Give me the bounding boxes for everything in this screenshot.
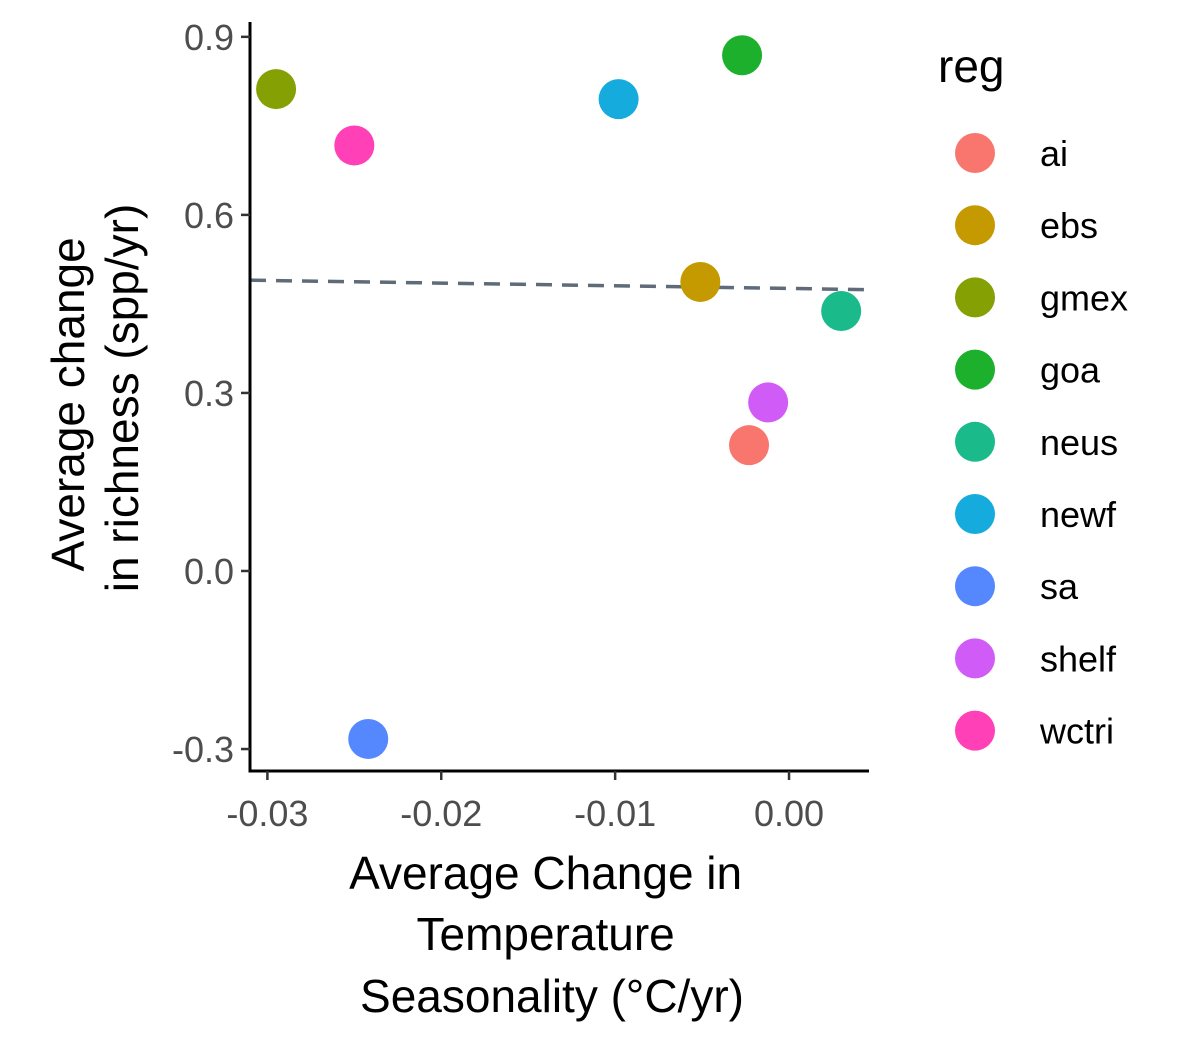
legend-key-gmex xyxy=(955,277,995,318)
y-axis-title-line-1: Average change xyxy=(42,237,94,571)
legend-label-gmex: gmex xyxy=(1040,277,1128,318)
legend-label-sa: sa xyxy=(1040,566,1079,607)
legend-title: reg xyxy=(938,40,1004,92)
x-tick-label: -0.03 xyxy=(226,793,308,834)
legend-label-goa: goa xyxy=(1040,350,1101,391)
legend-label-wctri: wctri xyxy=(1039,711,1114,752)
x-axis-title-line-3: Seasonality (°C/yr) xyxy=(360,970,744,1022)
y-axis-title-line-2: in richness (spp/yr) xyxy=(96,204,148,593)
y-tick-label: 0.6 xyxy=(184,195,234,236)
data-point-gmex xyxy=(256,69,297,110)
x-tick-label: -0.02 xyxy=(400,793,482,834)
legend-key-wctri xyxy=(955,710,995,751)
x-axis-ticks: -0.03 -0.02 -0.01 0.00 xyxy=(226,771,824,834)
x-tick-label: -0.01 xyxy=(574,793,656,834)
data-point-newf xyxy=(598,79,639,120)
data-point-wctri xyxy=(334,125,375,166)
x-tick-label: 0.00 xyxy=(754,793,824,834)
legend-key-sa xyxy=(955,566,995,607)
legend-key-newf xyxy=(955,494,995,534)
x-axis-title: Average Change in Temperature Seasonalit… xyxy=(349,847,755,1022)
trend-line xyxy=(249,278,870,292)
y-tick-label: 0.3 xyxy=(184,373,234,414)
data-point-ai xyxy=(729,425,770,466)
legend-items: ai ebs gmex goa neus newf sa shelf wctri xyxy=(955,133,1128,752)
data-point-goa xyxy=(722,35,763,76)
y-tick-label: 0.0 xyxy=(184,551,234,592)
legend-label-ai: ai xyxy=(1040,133,1068,174)
legend-key-shelf xyxy=(955,638,995,679)
y-axis-ticks: 0.9 0.6 0.3 0.0 -0.3 xyxy=(172,17,250,770)
data-points xyxy=(256,35,862,759)
legend-label-newf: newf xyxy=(1040,494,1117,535)
x-axis-title-line-1: Average Change in xyxy=(349,847,742,899)
data-point-neus xyxy=(821,291,862,332)
legend: reg ai ebs gmex goa neus newf sa shelf wctri xyxy=(938,40,1128,752)
data-point-ebs xyxy=(680,261,721,302)
legend-label-neus: neus xyxy=(1040,422,1118,463)
data-point-sa xyxy=(348,718,389,759)
legend-label-shelf: shelf xyxy=(1040,638,1117,679)
legend-key-neus xyxy=(955,421,995,462)
x-axis-title-line-2: Temperature xyxy=(416,908,674,960)
legend-key-ebs xyxy=(955,205,995,246)
y-tick-label: -0.3 xyxy=(172,729,234,770)
legend-key-goa xyxy=(955,349,995,390)
plot-area xyxy=(249,35,870,759)
y-tick-label: 0.9 xyxy=(184,17,234,58)
legend-label-ebs: ebs xyxy=(1040,205,1098,246)
legend-key-ai xyxy=(955,133,995,173)
y-axis-title: Average change in richness (spp/yr) xyxy=(42,204,148,593)
data-point-shelf xyxy=(748,382,789,423)
